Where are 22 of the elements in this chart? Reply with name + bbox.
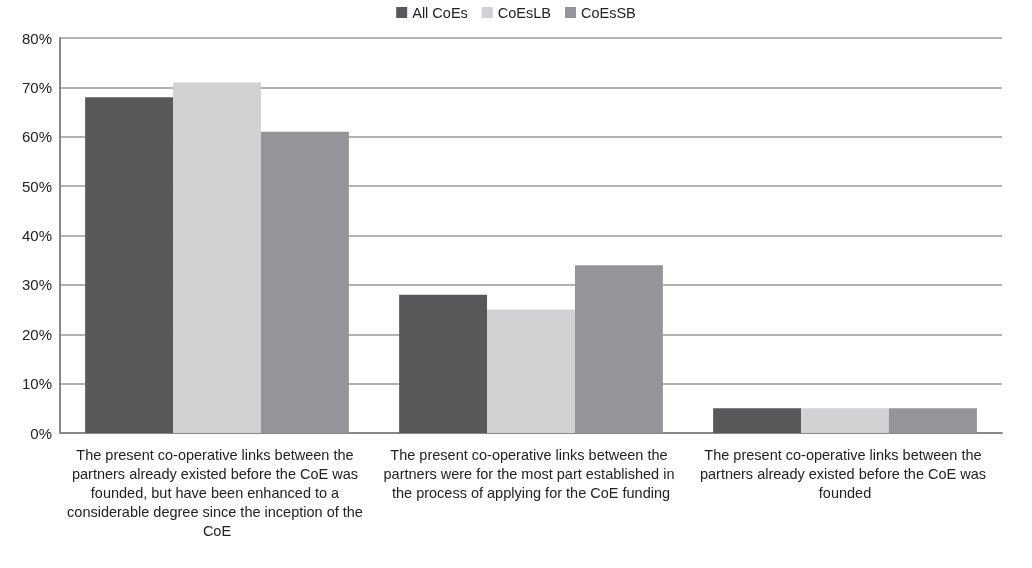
x-tick-label: The present co-operative links between the partners already existed before the CoE was founded, but have been enhanced to a considerable degree since the inception of the CoE <box>67 446 367 539</box>
legend-label: All CoEs <box>412 4 468 21</box>
bar <box>888 408 977 433</box>
x-tick-label: The present co-operative links between the partners already existed before the CoE was founded <box>699 446 991 501</box>
y-tick-label: 60% <box>21 128 52 146</box>
y-tick-label: 0% <box>30 424 52 442</box>
bar <box>713 408 802 433</box>
bar <box>399 294 488 433</box>
legend-label: CoEsSB <box>581 4 636 21</box>
bar <box>487 309 575 433</box>
legend-label: CoEsLB <box>497 4 552 21</box>
bar <box>801 408 889 433</box>
y-tick-label: 20% <box>21 325 52 343</box>
bar <box>173 82 261 433</box>
y-tick-label: 80% <box>21 29 52 47</box>
y-tick-label: 70% <box>21 78 52 96</box>
y-tick-label: 50% <box>21 177 52 195</box>
y-tick-label: 40% <box>21 227 52 244</box>
bar <box>85 97 174 433</box>
y-tick-label: 30% <box>21 276 52 294</box>
y-tick-label: 10% <box>21 375 52 393</box>
x-tick-label: The present co-operative links between the partners were for the most part established in the process of applying for the CoE funding <box>383 446 679 501</box>
